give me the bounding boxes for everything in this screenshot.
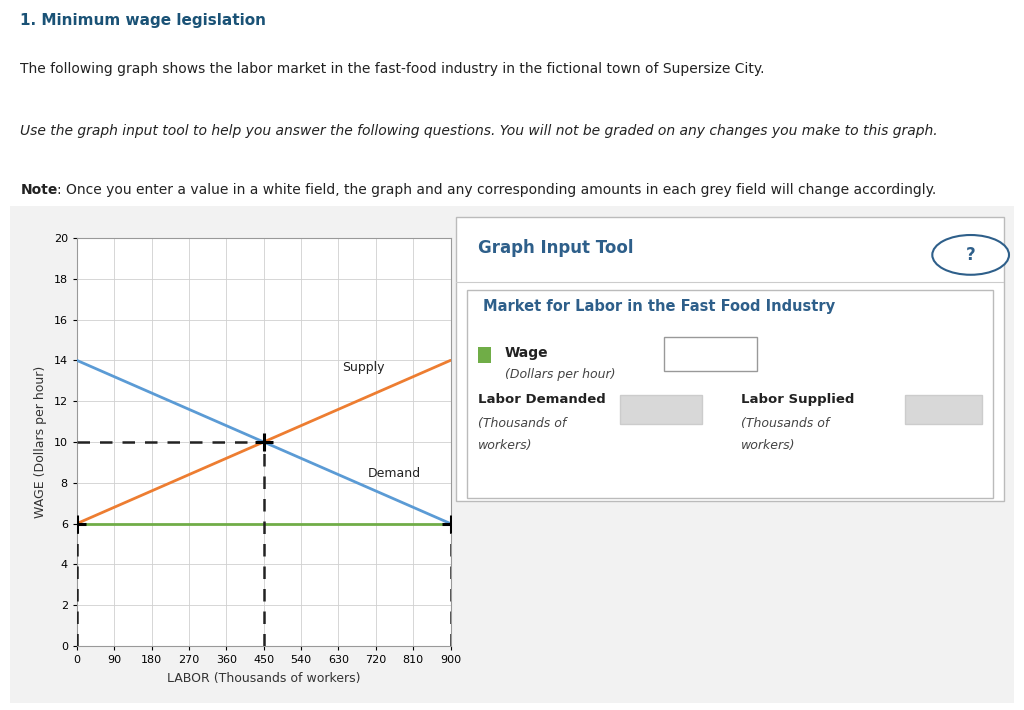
FancyBboxPatch shape bbox=[905, 395, 982, 424]
Text: 0: 0 bbox=[938, 402, 948, 417]
Text: Wage: Wage bbox=[505, 346, 549, 360]
Text: Graph Input Tool: Graph Input Tool bbox=[477, 239, 633, 257]
Text: (Thousands of: (Thousands of bbox=[740, 417, 828, 430]
Text: Use the graph input tool to help you answer the following questions. You will no: Use the graph input tool to help you ans… bbox=[20, 124, 938, 138]
FancyBboxPatch shape bbox=[620, 395, 702, 424]
Text: Market for Labor in the Fast Food Industry: Market for Labor in the Fast Food Indust… bbox=[483, 299, 836, 314]
X-axis label: LABOR (Thousands of workers): LABOR (Thousands of workers) bbox=[167, 672, 360, 685]
Text: 1. Minimum wage legislation: 1. Minimum wage legislation bbox=[20, 13, 266, 28]
Text: (Dollars per hour): (Dollars per hour) bbox=[505, 368, 615, 381]
Text: Labor Supplied: Labor Supplied bbox=[740, 393, 854, 405]
Text: 900: 900 bbox=[646, 402, 676, 417]
Text: Labor Demanded: Labor Demanded bbox=[477, 393, 605, 405]
FancyBboxPatch shape bbox=[456, 217, 1004, 501]
Text: 6: 6 bbox=[706, 346, 716, 362]
Circle shape bbox=[932, 235, 1009, 275]
FancyBboxPatch shape bbox=[5, 203, 1019, 706]
Text: workers): workers) bbox=[477, 439, 532, 452]
FancyBboxPatch shape bbox=[467, 290, 992, 498]
Bar bbox=[477, 347, 492, 363]
Text: (Thousands of: (Thousands of bbox=[477, 417, 566, 430]
Text: ?: ? bbox=[966, 246, 976, 264]
Text: Note: Note bbox=[20, 183, 57, 197]
Text: workers): workers) bbox=[740, 439, 795, 452]
Text: Demand: Demand bbox=[368, 466, 421, 480]
Text: The following graph shows the labor market in the fast-food industry in the fict: The following graph shows the labor mark… bbox=[20, 62, 765, 76]
FancyBboxPatch shape bbox=[664, 337, 757, 371]
Text: Supply: Supply bbox=[343, 361, 385, 373]
Y-axis label: WAGE (Dollars per hour): WAGE (Dollars per hour) bbox=[34, 366, 47, 518]
Text: : Once you enter a value in a white field, the graph and any corresponding amoun: : Once you enter a value in a white fiel… bbox=[57, 183, 937, 197]
